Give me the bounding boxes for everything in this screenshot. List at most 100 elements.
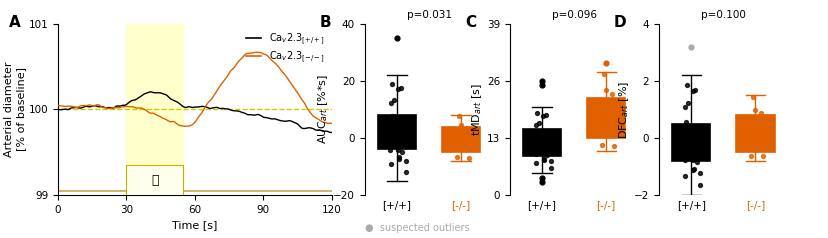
Point — [381, 135, 394, 139]
Point — [537, 152, 550, 156]
Text: p=0.096: p=0.096 — [551, 10, 596, 20]
Point — [756, 154, 769, 158]
Y-axis label: tMD$_{art}$ [s]: tMD$_{art}$ [s] — [469, 83, 484, 136]
Point — [543, 166, 556, 170]
Point — [604, 92, 618, 96]
Point — [384, 101, 397, 105]
Point — [528, 152, 542, 156]
Point — [686, 167, 700, 170]
Point — [675, 144, 688, 147]
Point — [383, 124, 396, 128]
Point — [687, 88, 700, 92]
Point — [457, 139, 470, 143]
Point — [686, 89, 699, 93]
FancyBboxPatch shape — [126, 165, 183, 195]
Text: D: D — [614, 15, 626, 30]
Point — [678, 105, 691, 109]
Point — [544, 159, 557, 163]
Point — [678, 174, 691, 178]
Text: C: C — [465, 15, 475, 30]
Point — [527, 137, 541, 141]
Point — [748, 108, 761, 112]
Point — [602, 115, 615, 119]
Point — [745, 95, 758, 99]
Point — [384, 162, 397, 166]
Point — [689, 160, 702, 164]
Point — [599, 61, 612, 65]
Point — [530, 111, 543, 114]
Point — [398, 170, 412, 174]
Point — [386, 127, 399, 131]
PathPatch shape — [377, 115, 416, 149]
Point — [526, 142, 539, 146]
Point — [535, 176, 548, 179]
Point — [532, 121, 545, 125]
Point — [599, 88, 612, 91]
PathPatch shape — [672, 124, 710, 161]
Point — [596, 72, 609, 76]
Point — [526, 144, 539, 148]
Point — [692, 183, 705, 187]
Bar — [126, 24, 183, 195]
Point — [535, 83, 548, 87]
Point — [393, 86, 407, 90]
Point — [693, 171, 706, 174]
Point — [460, 126, 473, 130]
PathPatch shape — [441, 127, 479, 152]
Point — [679, 83, 692, 87]
Text: p=0.100: p=0.100 — [700, 10, 745, 20]
Point — [680, 135, 693, 139]
Point — [385, 82, 398, 86]
Point — [744, 154, 757, 158]
Point — [450, 155, 463, 159]
Point — [675, 140, 688, 144]
Text: B: B — [320, 15, 331, 30]
Point — [454, 123, 467, 127]
Point — [530, 131, 543, 135]
PathPatch shape — [522, 129, 561, 156]
Point — [383, 148, 397, 151]
Point — [381, 132, 394, 136]
Point — [595, 143, 608, 147]
Point — [753, 111, 767, 115]
Point — [590, 107, 604, 110]
Point — [538, 113, 551, 117]
Point — [607, 144, 620, 147]
Point — [535, 79, 548, 83]
PathPatch shape — [735, 115, 773, 152]
Point — [450, 136, 463, 140]
Point — [751, 130, 764, 134]
Point — [744, 126, 757, 130]
Text: p=0.031: p=0.031 — [406, 10, 451, 20]
Point — [535, 180, 548, 184]
Point — [529, 123, 542, 126]
Y-axis label: Arterial diameter
[% of baseline]: Arterial diameter [% of baseline] — [4, 62, 26, 157]
Point — [387, 98, 400, 102]
Point — [537, 158, 550, 161]
X-axis label: Time [s]: Time [s] — [172, 220, 217, 230]
Y-axis label: DFC$_{art}$ [%]: DFC$_{art}$ [%] — [617, 80, 630, 139]
Point — [681, 101, 694, 105]
Point — [686, 169, 699, 172]
Legend: Ca$_v$2.3$_{[+/+]}$, Ca$_v$2.3$_{[-/-]}$: Ca$_v$2.3$_{[+/+]}$, Ca$_v$2.3$_{[-/-]}$ — [244, 29, 326, 67]
Point — [392, 87, 405, 91]
Point — [679, 120, 692, 124]
Text: ●  suspected outliers: ● suspected outliers — [364, 223, 469, 233]
Text: A: A — [9, 15, 21, 30]
Point — [462, 156, 475, 159]
Point — [531, 139, 544, 143]
Point — [385, 114, 398, 118]
Point — [395, 150, 408, 154]
Point — [677, 158, 691, 161]
Point — [445, 134, 459, 138]
Point — [595, 110, 608, 114]
Point — [537, 114, 550, 118]
Point — [686, 158, 699, 162]
Point — [739, 124, 753, 127]
PathPatch shape — [586, 99, 624, 138]
Point — [392, 157, 405, 161]
Point — [540, 153, 553, 157]
Point — [392, 155, 406, 159]
Point — [451, 114, 465, 118]
Point — [399, 159, 412, 163]
